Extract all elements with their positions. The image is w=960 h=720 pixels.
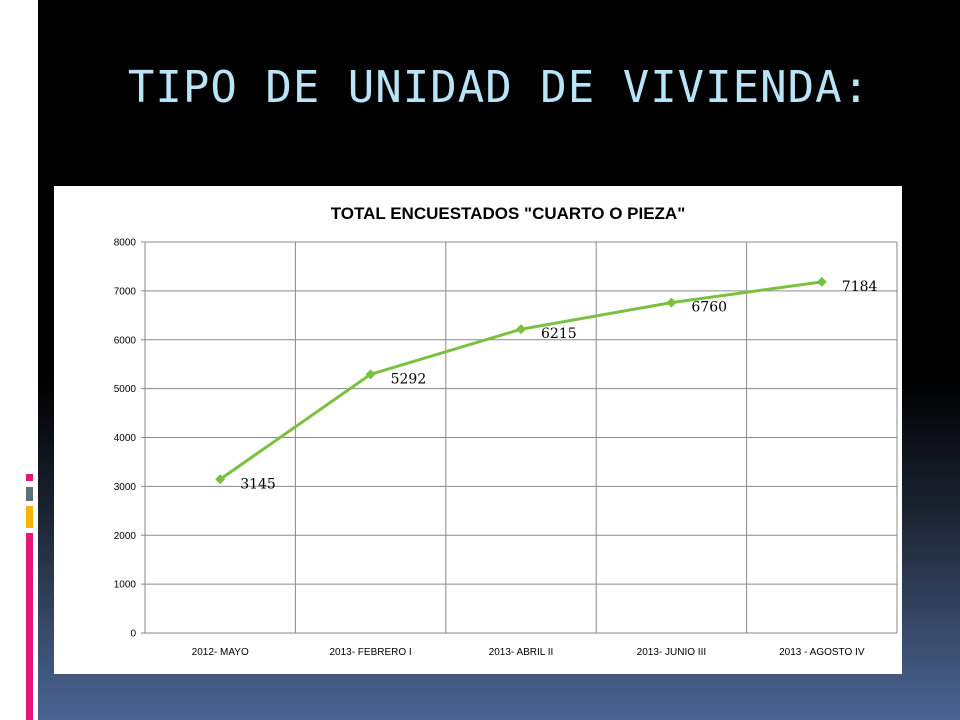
y-tick-label: 3000 (114, 482, 137, 493)
y-tick-label: 2000 (114, 531, 137, 542)
chart-title: TOTAL ENCUESTADOS "CUARTO O PIEZA" (331, 204, 686, 223)
y-tick-label: 7000 (114, 286, 137, 297)
y-tick-label: 8000 (114, 238, 137, 249)
y-tick-label: 4000 (114, 433, 137, 444)
accent-marker-pink-long (26, 533, 33, 720)
x-tick-label: 2013- FEBRERO I (329, 647, 411, 658)
data-label: 6760 (691, 300, 727, 316)
data-point-marker (666, 297, 677, 308)
data-point-marker (215, 474, 226, 485)
data-label: 5292 (391, 371, 427, 387)
y-tick-label: 5000 (114, 384, 137, 395)
data-point-marker (516, 324, 526, 335)
x-tick-label: 2012- MAYO (192, 647, 249, 658)
data-label: 3145 (240, 476, 276, 492)
y-tick-label: 0 (130, 629, 136, 640)
accent-marker-pink-small (26, 474, 33, 481)
x-tick-label: 2013- ABRIL II (489, 647, 554, 658)
y-tick-label: 6000 (114, 335, 137, 346)
data-point-marker (365, 369, 376, 380)
y-tick-label: 1000 (114, 580, 137, 591)
data-point-marker (816, 276, 827, 287)
x-tick-label: 2013 - AGOSTO IV (779, 647, 865, 658)
data-label: 6215 (541, 326, 577, 342)
data-label: 7184 (842, 279, 878, 295)
chart-area (54, 186, 902, 674)
accent-marker-yellow (26, 506, 33, 528)
accent-marker-gray (26, 487, 33, 501)
slide-title: TIPO DE UNIDAD DE VIVIENDA: (127, 62, 871, 113)
x-tick-label: 2013- JUNIO III (637, 647, 706, 658)
